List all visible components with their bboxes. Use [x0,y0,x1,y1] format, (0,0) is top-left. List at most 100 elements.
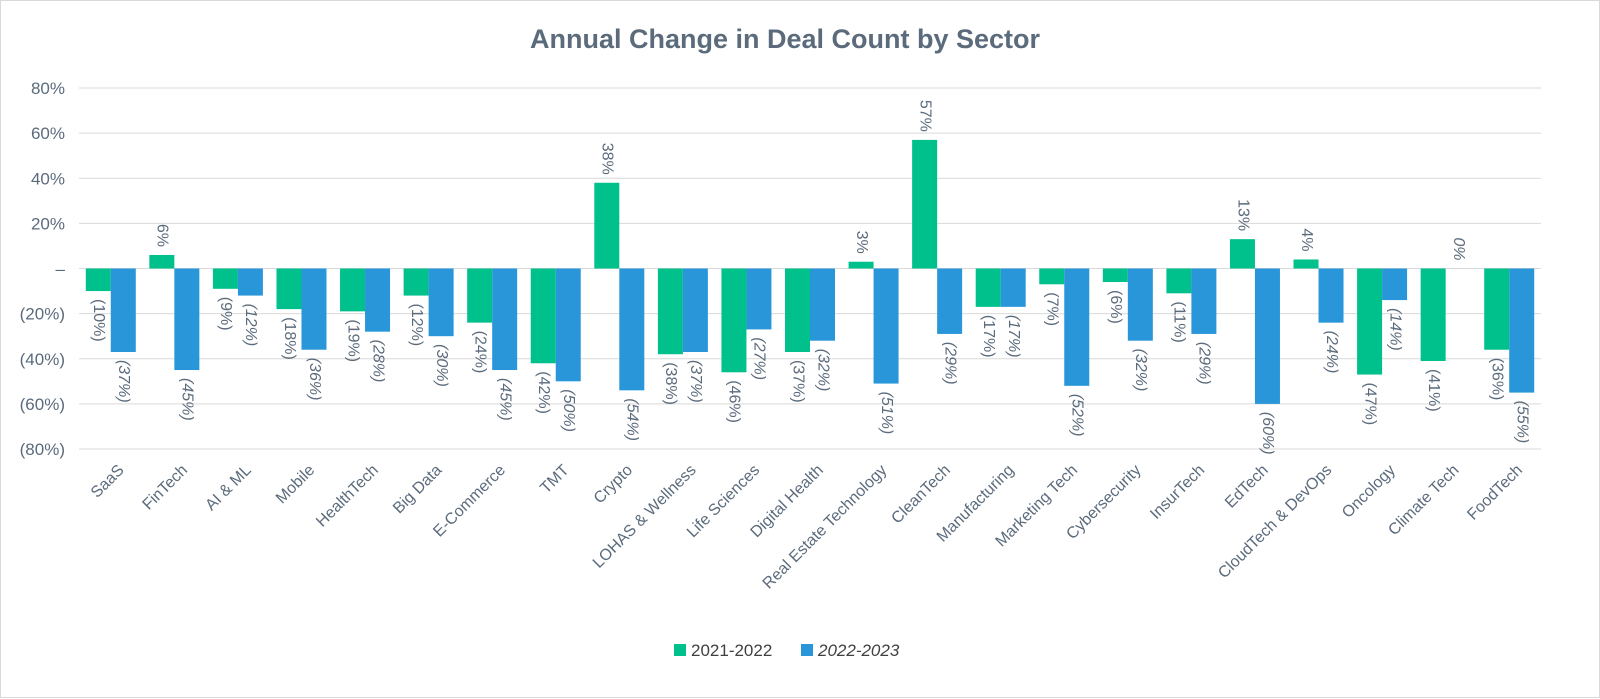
bar-2021-2022-fintech [149,255,174,269]
data-label-2021-2022-insurtech: (11%) [1171,301,1188,343]
bar-2022-2023-edtech [1255,269,1280,404]
data-label-2021-2022-lohas-and-wellness: (38%) [662,362,679,405]
data-label-2021-2022-real-estate-technology: 3% [853,231,870,254]
bar-2021-2022-cloudtech-and-devops [1294,259,1319,268]
data-label-2022-2023-real-estate-technology: (51%) [878,392,895,435]
data-label-2022-2023-e-commerce: (45%) [496,378,513,421]
bar-2021-2022-marketing-tech [1039,269,1064,285]
bar-2022-2023-oncology [1382,269,1407,301]
bar-2021-2022-digital-health [785,269,810,352]
legend-swatch-2021-2022 [674,644,686,656]
y-tick-label: 80% [31,79,65,98]
data-label-2021-2022-e-commerce: (24%) [471,331,488,374]
x-tick-label-real-estate-technology: Real Estate Technology [760,462,891,593]
y-tick-label: 40% [31,169,65,188]
data-label-2022-2023-digital-health: (32%) [814,349,831,392]
data-label-2021-2022-healthtech: (19%) [344,319,361,362]
data-label-2021-2022-foodtech: (36%) [1488,358,1505,401]
y-tick-label: (60%) [20,395,65,414]
bar-2022-2023-foodtech [1509,269,1534,393]
data-label-2021-2022-ai-and-ml: (9%) [217,297,234,331]
x-tick-label-mobile: Mobile [273,462,318,507]
data-label-2022-2023-tmt: (50%) [560,389,577,432]
bar-2022-2023-manufacturing [1001,269,1026,307]
data-label-2021-2022-manufacturing: (17%) [980,315,997,358]
bar-2022-2023-real-estate-technology [874,269,899,384]
bar-2021-2022-oncology [1357,269,1382,375]
data-label-2021-2022-crypto: 38% [599,143,616,175]
data-label-2021-2022-big-data: (12%) [408,304,425,347]
y-tick-label: (80%) [20,440,65,459]
x-tick-label-cleantech: CleanTech [888,462,953,527]
bar-2021-2022-big-data [404,269,429,296]
bar-2021-2022-e-commerce [467,269,492,323]
x-tick-label-fintech: FinTech [140,462,192,514]
bar-2022-2023-fintech [174,269,199,371]
data-label-2022-2023-healthtech: (28%) [369,340,386,383]
bar-2022-2023-mobile [301,269,326,350]
data-label-2022-2023-crypto: (54%) [624,398,641,441]
x-tick-label-cloudtech-and-devops: CloudTech & DevOps [1215,462,1335,582]
data-label-2021-2022-oncology: (47%) [1361,383,1378,426]
y-tick-label: 20% [31,214,65,233]
data-label-2021-2022-fintech: 6% [154,224,171,247]
data-label-2022-2023-cybersecurity: (32%) [1132,349,1149,392]
data-label-2022-2023-foodtech: (55%) [1513,401,1530,444]
bars [86,140,1534,404]
data-label-2022-2023-life-sciences: (27%) [751,337,768,380]
bar-2021-2022-cleantech [912,140,937,269]
bar-2022-2023-e-commerce [492,269,517,371]
bar-2022-2023-healthtech [365,269,390,332]
data-label-2021-2022-digital-health: (37%) [789,360,806,403]
bar-2022-2023-crypto [619,269,644,391]
bar-2021-2022-cybersecurity [1103,269,1128,283]
bar-2022-2023-saas [111,269,136,352]
data-label-2021-2022-cloudtech-and-devops: 4% [1298,228,1315,251]
data-label-2021-2022-cybersecurity: (6%) [1107,290,1124,324]
x-tick-label-big-data: Big Data [390,462,445,517]
data-label-2022-2023-fintech: (45%) [179,378,196,421]
data-label-2022-2023-ai-and-ml: (12%) [242,304,259,347]
bar-2021-2022-edtech [1230,239,1255,268]
data-label-2021-2022-cleantech: 57% [916,100,933,132]
bar-2022-2023-big-data [429,269,454,337]
bar-2022-2023-cloudtech-and-devops [1319,269,1344,323]
data-label-2021-2022-edtech: 13% [1234,199,1251,231]
data-label-2022-2023-saas: (37%) [115,360,132,403]
data-label-2021-2022-mobile: (18%) [281,317,298,360]
data-label-2022-2023-insurtech: (29%) [1196,342,1213,385]
data-label-2022-2023-marketing-tech: (52%) [1069,394,1086,437]
x-tick-label-crypto: Crypto [591,462,636,507]
bar-2021-2022-manufacturing [976,269,1001,307]
x-tick-label-foodtech: FoodTech [1464,462,1526,524]
data-label-2022-2023-cleantech: (29%) [941,342,958,385]
x-tick-label-edtech: EdTech [1222,462,1272,512]
legend-label-2021-2022: 2021-2022 [691,641,772,660]
x-tick-label-saas: SaaS [88,462,128,502]
data-label-2021-2022-tmt: (42%) [535,371,552,414]
chart-title: Annual Change in Deal Count by Sector [530,24,1041,54]
bar-2021-2022-real-estate-technology [849,262,874,269]
bar-2021-2022-insurtech [1166,269,1191,294]
bar-2022-2023-tmt [556,269,581,382]
bar-2022-2023-lohas-and-wellness [683,269,708,352]
bar-2021-2022-saas [86,269,111,292]
bar-2021-2022-healthtech [340,269,365,312]
data-label-2022-2023-oncology: (14%) [1386,308,1403,351]
data-label-2022-2023-cloudtech-and-devops: (24%) [1323,331,1340,374]
data-label-2022-2023-big-data: (30%) [433,344,450,387]
bar-2022-2023-cybersecurity [1128,269,1153,341]
bar-2021-2022-tmt [531,269,556,364]
y-tick-label: 60% [31,124,65,143]
x-tick-label-ai-and-ml: AI & ML [202,462,254,514]
y-tick-label: (20%) [20,305,65,324]
bar-2021-2022-mobile [276,269,301,310]
legend-swatch-2022-2023 [801,644,813,656]
data-label-2022-2023-climate-tech: 0% [1450,237,1467,260]
x-tick-label-healthtech: HealthTech [313,462,382,531]
legend-label-2022-2023: 2022-2023 [817,641,900,660]
bar-2022-2023-cleantech [937,269,962,334]
bar-2022-2023-digital-health [810,269,835,341]
data-label-2022-2023-mobile: (36%) [306,358,323,401]
bar-2022-2023-ai-and-ml [238,269,263,296]
